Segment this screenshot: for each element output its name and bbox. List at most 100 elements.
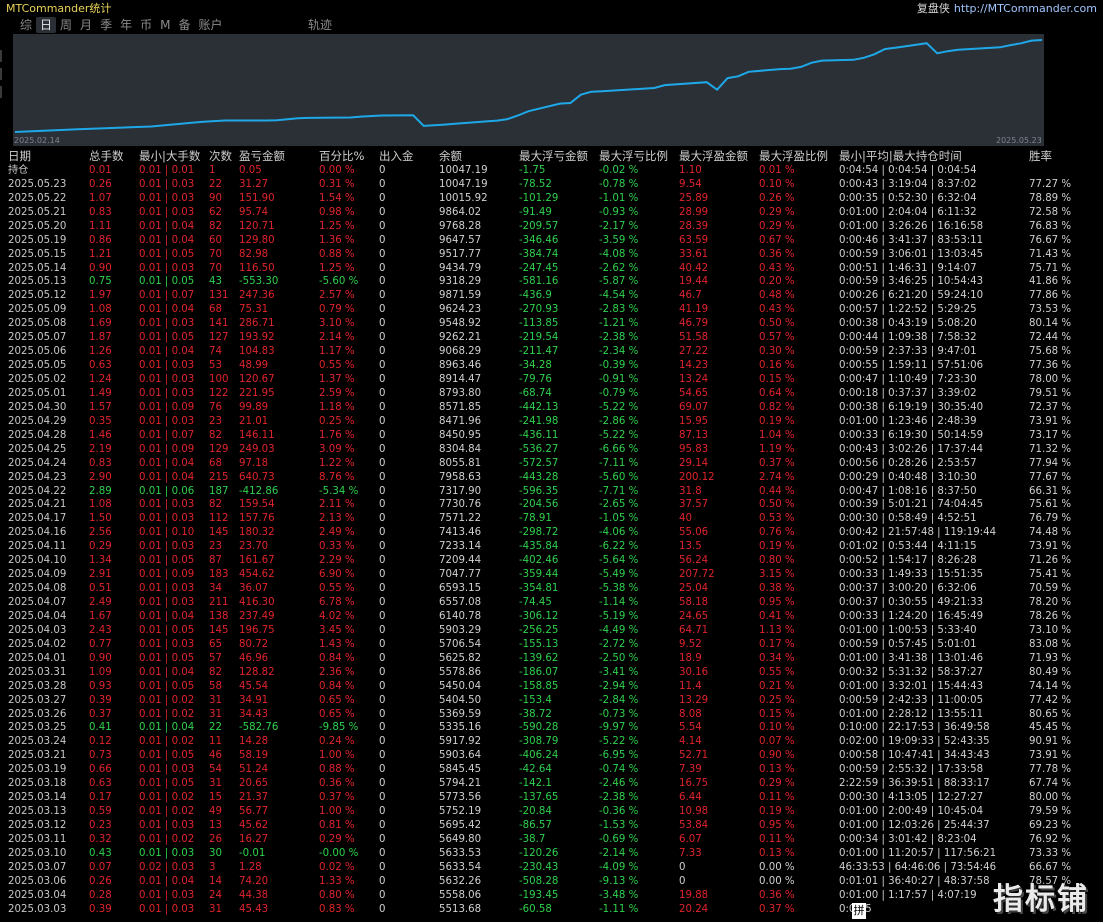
table-row[interactable]: 2025.05.07 1.87 0.01 | 0.05 127 193.92 2.14 %…	[0, 331, 1103, 345]
table-row[interactable]: 2025.03.10 0.43 0.01 | 0.03 30 -0.01 -0.00 % 0…	[0, 847, 1103, 861]
table-row[interactable]: 2025.04.01 0.90 0.01 | 0.05 57 46.96 0.84 % 0 5…	[0, 652, 1103, 666]
table-row[interactable]: 2025.05.02 1.24 0.01 | 0.03 100 120.67 1.37 %…	[0, 373, 1103, 387]
table-row[interactable]: 2025.05.21 0.83 0.01 | 0.03 62 95.74 0.98 % 0 9…	[0, 206, 1103, 220]
table-row[interactable]: 2025.04.29 0.35 0.01 | 0.03 23 21.01 0.25 % 0 8…	[0, 415, 1103, 429]
column-header[interactable]: 总手数	[89, 149, 124, 163]
column-header[interactable]: 日期	[8, 149, 31, 163]
table-row[interactable]: 2025.05.23 0.26 0.01 | 0.03 22 31.27 0.31 % 0 1…	[0, 178, 1103, 192]
cell-float-loss-pct: -2.65 %	[599, 499, 639, 511]
table-row[interactable]: 2025.05.01 1.49 0.01 | 0.03 122 221.95 2.59 %…	[0, 387, 1103, 401]
cell-time: 0:00:59 | 2:55:32 | 17:33:58	[839, 764, 984, 776]
table-row[interactable]: 2025.04.24 0.83 0.01 | 0.04 68 97.18 1.22 % 0 8…	[0, 457, 1103, 471]
table-row[interactable]: 2025.03.11 0.32 0.01 | 0.02 26 16.27 0.29 % 0 5…	[0, 833, 1103, 847]
cell-pct: 0.80 %	[319, 889, 355, 901]
table-row[interactable]: 2025.05.09 1.08 0.01 | 0.04 68 75.31 0.79 % 0 9…	[0, 303, 1103, 317]
table-row[interactable]: 2025.03.03 0.39 0.01 | 0.03 31 45.43 0.83 % 0 5…	[0, 903, 1103, 917]
table-row[interactable]: 2025.03.19 0.66 0.01 | 0.03 54 51.24 0.88 % 0 5…	[0, 763, 1103, 777]
cell-win: 69.23 %	[1029, 820, 1072, 831]
table-row[interactable]: 2025.04.23 2.90 0.01 | 0.04 215 640.73 8.76 %…	[0, 471, 1103, 485]
cell-win: 71.32 %	[1029, 443, 1072, 455]
table-row[interactable]: 2025.04.30 1.57 0.01 | 0.09 76 99.89 1.18 % 0 8…	[0, 401, 1103, 415]
column-header[interactable]: 出入金	[379, 149, 414, 163]
cell-lots: 1.08	[89, 499, 112, 511]
cell-flow: 0	[379, 457, 386, 469]
table-row[interactable]: 2025.04.04 1.67 0.01 | 0.04 138 237.49 4.02 %…	[0, 610, 1103, 624]
column-header[interactable]: 胜率	[1029, 149, 1052, 163]
tab-1[interactable]: 日	[36, 17, 57, 33]
table-row[interactable]: 2025.05.20 1.11 0.01 | 0.04 82 120.71 1.25 % 0…	[0, 220, 1103, 234]
cell-balance: 9517.77	[439, 248, 482, 260]
tab-4[interactable]: 季	[100, 18, 113, 32]
tab-9[interactable]: 账户	[198, 18, 223, 32]
ime-indicator[interactable]: 拼	[852, 903, 866, 919]
table-row[interactable]: 2025.03.12 0.23 0.01 | 0.03 13 45.62 0.81 % 0 5…	[0, 819, 1103, 833]
column-header[interactable]: 最大浮盈金额	[679, 149, 748, 163]
holding-row[interactable]: 持仓 0.01 0.01 | 0.01 1 0.05 0.00 % 0 10047.19 -1.…	[0, 164, 1103, 178]
table-row[interactable]: 2025.05.05 0.63 0.01 | 0.03 53 48.99 0.55 % 0 8…	[0, 359, 1103, 373]
table-row[interactable]: 2025.04.11 0.29 0.01 | 0.03 23 23.70 0.33 % 0 7…	[0, 540, 1103, 554]
tab-6[interactable]: 币	[140, 18, 153, 32]
column-header[interactable]: 余额	[439, 149, 462, 163]
table-row[interactable]: 2025.04.07 2.49 0.01 | 0.03 211 416.30 6.78 %…	[0, 596, 1103, 610]
table-row[interactable]: 2025.03.06 0.26 0.01 | 0.04 14 74.20 1.33 % 0 5…	[0, 875, 1103, 889]
tab-3[interactable]: 月	[80, 18, 93, 32]
column-header[interactable]: 最小|平均|最大持仓时间	[839, 149, 962, 163]
website-link[interactable]: 复盘侠 http://MTCommander.com	[917, 0, 1097, 16]
table-row[interactable]: 2025.05.12 1.97 0.01 | 0.07 131 247.36 2.57 %…	[0, 289, 1103, 303]
cell-time: 0:00:59 | 2:42:33 | 11:00:05	[839, 694, 984, 706]
table-row[interactable]: 2025.03.26 0.37 0.01 | 0.02 31 34.43 0.65 % 0 5…	[0, 708, 1103, 722]
table-row[interactable]: 2025.04.02 0.77 0.01 | 0.03 65 80.72 1.43 % 0 5…	[0, 638, 1103, 652]
cell-pnl: 56.77	[239, 806, 269, 818]
table-row[interactable]: 2025.04.21 1.08 0.01 | 0.03 82 159.54 2.11 % 0…	[0, 498, 1103, 512]
table-row[interactable]: 2025.03.31 1.09 0.01 | 0.04 82 128.82 2.36 % 0…	[0, 666, 1103, 680]
tab-track[interactable]: 轨迹	[308, 18, 333, 32]
website-url[interactable]: http://MTCommander.com	[953, 2, 1097, 15]
table-row[interactable]: 2025.04.25 2.19 0.01 | 0.09 129 249.03 3.09 %…	[0, 443, 1103, 457]
table-row[interactable]: 2025.03.13 0.59 0.01 | 0.02 49 56.77 1.00 % 0 5…	[0, 805, 1103, 819]
tab-2[interactable]: 周	[60, 18, 73, 32]
table-row[interactable]: 2025.03.04 0.28 0.01 | 0.03 24 44.38 0.80 % 0 5…	[0, 889, 1103, 903]
cell-pct: 1.43 %	[319, 638, 355, 650]
table-row[interactable]: 2025.05.22 1.07 0.01 | 0.03 90 151.90 1.54 % 0…	[0, 192, 1103, 206]
cell-float-profit: 52.71	[679, 750, 709, 762]
table-row[interactable]: 2025.05.19 0.86 0.01 | 0.04 60 129.80 1.36 % 0…	[0, 234, 1103, 248]
table-row[interactable]: 2025.05.06 1.26 0.01 | 0.04 74 104.83 1.17 % 0…	[0, 345, 1103, 359]
table-row[interactable]: 2025.05.14 0.90 0.01 | 0.03 70 116.50 1.25 % 0…	[0, 262, 1103, 276]
table-row[interactable]: 2025.04.10 1.34 0.01 | 0.05 87 161.67 2.29 % 0…	[0, 554, 1103, 568]
table-row[interactable]: 2025.03.18 0.63 0.01 | 0.05 31 20.65 0.36 % 0 5…	[0, 777, 1103, 791]
column-header[interactable]: 最小|大手数	[139, 149, 201, 163]
cell-time: 0:00:34 | 3:01:42 | 8:23:04	[839, 833, 977, 845]
tab-8[interactable]: 备	[178, 18, 191, 32]
table-row[interactable]: 2025.04.08 0.51 0.01 | 0.03 34 36.07 0.55 % 0 6…	[0, 582, 1103, 596]
table-row[interactable]: 2025.05.15 1.21 0.01 | 0.05 70 82.98 0.88 % 0 9…	[0, 248, 1103, 262]
cell-float-profit: 37.57	[679, 499, 709, 511]
table-row[interactable]: 2025.03.25 0.41 0.01 | 0.04 22 -582.76 -9.85 …	[0, 721, 1103, 735]
column-header[interactable]: 百分比%	[319, 149, 365, 163]
cell-pct: -5.34 %	[319, 485, 359, 497]
column-header[interactable]: 最大浮亏金额	[519, 149, 588, 163]
table-row[interactable]: 2025.05.08 1.69 0.01 | 0.03 141 286.71 3.10 %…	[0, 317, 1103, 331]
tab-0[interactable]: 综	[20, 18, 33, 32]
table-row[interactable]: 2025.03.28 0.93 0.01 | 0.05 58 45.54 0.84 % 0 5…	[0, 680, 1103, 694]
tab-5[interactable]: 年	[120, 18, 133, 32]
cell-balance: 5794.21	[439, 778, 482, 790]
column-header[interactable]: 最大浮盈比例	[759, 149, 828, 163]
table-row[interactable]: 2025.04.09 2.91 0.01 | 0.09 183 454.62 6.90 %…	[0, 568, 1103, 582]
cell-date: 2025.04.30	[8, 401, 67, 413]
table-row[interactable]: 2025.04.03 2.43 0.01 | 0.05 145 196.75 3.45 %…	[0, 624, 1103, 638]
table-row[interactable]: 2025.03.07 0.07 0.02 | 0.03 3 1.28 0.02 % 0 563…	[0, 861, 1103, 875]
table-row[interactable]: 2025.05.13 0.75 0.01 | 0.05 43 -553.30 -5.60 …	[0, 275, 1103, 289]
table-row[interactable]: 2025.04.17 1.50 0.01 | 0.03 112 157.76 2.13 %…	[0, 512, 1103, 526]
column-header[interactable]: 最大浮亏比例	[599, 149, 668, 163]
table-row[interactable]: 2025.03.24 0.12 0.01 | 0.02 11 14.28 0.24 % 0 5…	[0, 735, 1103, 749]
table-row[interactable]: 2025.03.21 0.73 0.01 | 0.05 46 58.19 1.00 % 0 5…	[0, 749, 1103, 763]
table-row[interactable]: 2025.03.27 0.39 0.01 | 0.02 31 34.91 0.65 % 0 5…	[0, 694, 1103, 708]
table-row[interactable]: 2025.04.28 1.46 0.01 | 0.07 82 146.11 1.76 % 0…	[0, 429, 1103, 443]
table-row[interactable]: 2025.04.16 2.56 0.01 | 0.10 145 180.32 2.49 %…	[0, 526, 1103, 540]
table-row[interactable]: 2025.03.14 0.17 0.01 | 0.02 15 21.37 0.37 % 0 5…	[0, 791, 1103, 805]
table-row[interactable]: 2025.04.22 2.89 0.01 | 0.06 187 -412.86 -5.34…	[0, 485, 1103, 499]
cell-flow: 0	[379, 192, 386, 204]
column-header[interactable]: 盈亏金额	[239, 149, 285, 163]
column-header[interactable]: 次数	[209, 149, 232, 163]
tab-7[interactable]: M	[160, 18, 171, 32]
